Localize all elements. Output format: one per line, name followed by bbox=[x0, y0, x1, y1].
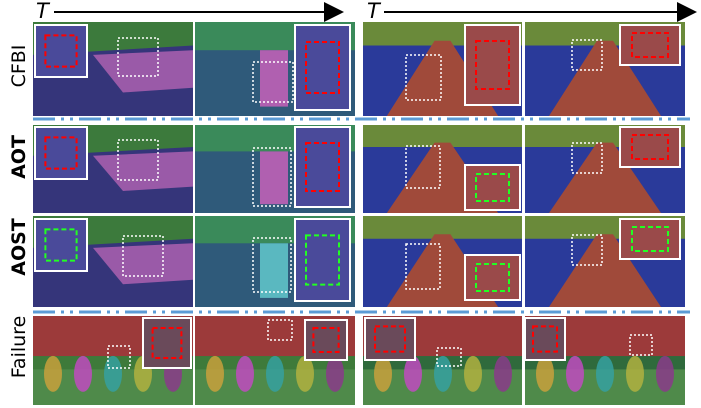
figure-blob bbox=[374, 355, 392, 392]
row-label: CFBI bbox=[8, 45, 30, 88]
focus-box bbox=[122, 235, 164, 277]
panel-region bbox=[260, 50, 288, 107]
zoom-inset bbox=[294, 218, 351, 302]
zoom-inset bbox=[619, 126, 681, 168]
row-label: AOST bbox=[8, 218, 30, 276]
panel-region bbox=[260, 243, 288, 298]
time-label: T bbox=[367, 0, 382, 23]
image-panel bbox=[525, 125, 685, 213]
image-panel bbox=[33, 216, 193, 307]
figure-blob bbox=[494, 355, 512, 392]
highlight-box bbox=[374, 325, 406, 353]
focus-box bbox=[629, 334, 653, 356]
figure-blob bbox=[296, 355, 314, 392]
image-panel bbox=[363, 125, 522, 213]
image-panel bbox=[195, 216, 355, 307]
focus-box bbox=[267, 319, 293, 341]
zoom-inset bbox=[619, 218, 681, 260]
panel-region bbox=[93, 151, 193, 191]
time-label: T bbox=[36, 0, 51, 23]
track bbox=[549, 142, 661, 213]
highlight-box bbox=[532, 325, 558, 353]
zoom-inset bbox=[142, 317, 192, 369]
focus-box bbox=[405, 243, 441, 290]
image-panel bbox=[195, 316, 355, 405]
figure-blob bbox=[404, 355, 422, 392]
highlight-box bbox=[151, 327, 183, 359]
track bbox=[549, 234, 661, 307]
figure-blob bbox=[44, 355, 62, 392]
focus-box bbox=[405, 54, 442, 101]
focus-box bbox=[252, 61, 294, 103]
image-panel bbox=[33, 316, 193, 405]
figure-blob bbox=[104, 355, 122, 392]
zoom-inset bbox=[294, 24, 351, 111]
image-panel bbox=[363, 316, 522, 405]
figure-blob bbox=[434, 355, 452, 392]
image-panel bbox=[525, 22, 685, 116]
figure-blob bbox=[326, 355, 344, 392]
zoom-inset bbox=[619, 24, 681, 66]
image-panel bbox=[363, 22, 522, 116]
row-label: Failure bbox=[8, 316, 30, 379]
highlight-box bbox=[305, 234, 340, 286]
focus-box bbox=[436, 347, 462, 367]
highlight-box bbox=[312, 327, 340, 353]
row-label: AOT bbox=[8, 135, 30, 179]
highlight-box bbox=[305, 41, 340, 94]
highlight-box bbox=[631, 134, 669, 160]
figure-blob bbox=[206, 355, 224, 392]
image-panel bbox=[524, 316, 685, 405]
panel-region bbox=[93, 243, 193, 285]
zoom-inset bbox=[34, 24, 88, 78]
figure-blob bbox=[536, 355, 554, 392]
image-panel bbox=[363, 216, 522, 307]
figure-blob bbox=[656, 355, 674, 392]
figure-blob bbox=[74, 355, 92, 392]
panel-region bbox=[363, 216, 522, 239]
focus-box bbox=[571, 39, 603, 71]
highlight-box bbox=[305, 142, 340, 192]
figure-blob bbox=[566, 355, 584, 392]
figure-blob bbox=[626, 355, 644, 392]
zoom-inset bbox=[464, 24, 521, 106]
panel-region bbox=[363, 125, 522, 147]
figure-blob bbox=[266, 355, 284, 392]
zoom-inset bbox=[34, 126, 88, 180]
focus-box bbox=[571, 234, 603, 266]
image-panel bbox=[33, 125, 193, 213]
highlight-box bbox=[475, 173, 510, 202]
highlight-box bbox=[631, 32, 669, 58]
highlight-box bbox=[475, 40, 510, 90]
zoom-inset bbox=[524, 317, 566, 361]
track bbox=[549, 40, 661, 116]
image-panel bbox=[195, 125, 355, 213]
focus-box bbox=[405, 145, 441, 189]
focus-box bbox=[117, 139, 159, 181]
zoom-inset bbox=[364, 317, 416, 361]
zoom-inset bbox=[464, 254, 521, 301]
focus-box bbox=[571, 142, 603, 174]
focus-box bbox=[252, 237, 292, 293]
image-panel bbox=[525, 216, 685, 307]
focus-box bbox=[117, 37, 159, 77]
image-panel bbox=[195, 22, 355, 116]
highlight-box bbox=[631, 226, 669, 252]
focus-box bbox=[107, 345, 131, 369]
highlight-box bbox=[475, 263, 510, 292]
zoom-inset bbox=[304, 319, 348, 361]
figure-blob bbox=[236, 355, 254, 392]
zoom-inset bbox=[464, 164, 521, 211]
figure-blob bbox=[464, 355, 482, 392]
zoom-inset bbox=[34, 218, 88, 272]
image-panel bbox=[33, 22, 193, 116]
panel-region bbox=[260, 151, 288, 205]
figure-blob bbox=[596, 355, 614, 392]
zoom-inset bbox=[294, 126, 351, 208]
